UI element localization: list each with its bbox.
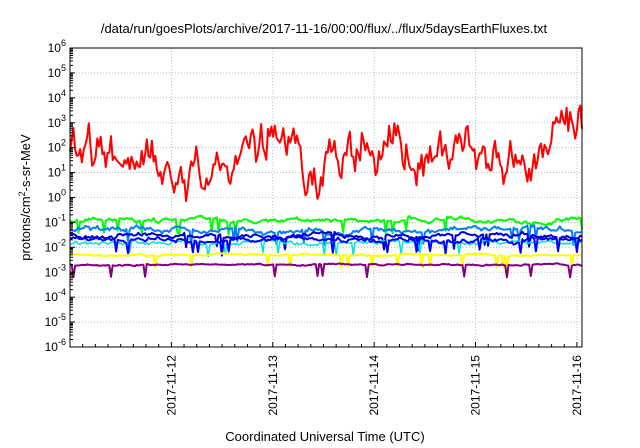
series-line (69, 235, 583, 257)
y-axis-label: protons/cm2-s-sr-MeV (17, 134, 33, 261)
series-line (69, 262, 582, 279)
y-tick-label: 104 (48, 88, 66, 105)
grid (70, 48, 582, 347)
chart-title: /data/run/goesPlots/archive/2017-11-16/0… (101, 21, 548, 36)
x-tick-label: 2017-11-12 (164, 355, 178, 416)
y-tick-label: 100 (48, 188, 66, 205)
series-line (69, 214, 583, 236)
y-tick-label: 102 (48, 138, 66, 155)
series-line (69, 230, 583, 252)
x-tick-label: 2017-11-16 (570, 355, 584, 416)
x-tick-label: 2017-11-15 (469, 355, 483, 416)
y-tick-label: 10-1 (45, 212, 66, 229)
y-tick-label: 10-5 (45, 312, 66, 329)
axes: 10-6 10-5 10-4 10-3 10-2 10-1 100 101 102 103 104 1… (45, 38, 584, 416)
x-tick-label: 2017-11-14 (367, 355, 381, 416)
series-line (69, 104, 583, 203)
x-tick-label: 2017-11-13 (266, 355, 280, 416)
series-layer (69, 104, 583, 279)
y-tick-label: 106 (48, 38, 66, 55)
y-tick-label: 10-3 (45, 262, 66, 279)
y-tick-label: 105 (48, 63, 66, 80)
series-line (69, 252, 583, 270)
y-tick-label: 10-6 (45, 337, 66, 354)
y-tick-label: 10-4 (45, 287, 66, 304)
y-tick-label: 101 (48, 163, 66, 180)
y-tick-label: 103 (48, 113, 66, 130)
x-axis-label: Coordinated Universal Time (UTC) (225, 429, 424, 444)
series-line (69, 238, 583, 258)
y-tick-label: 10-2 (45, 237, 66, 254)
